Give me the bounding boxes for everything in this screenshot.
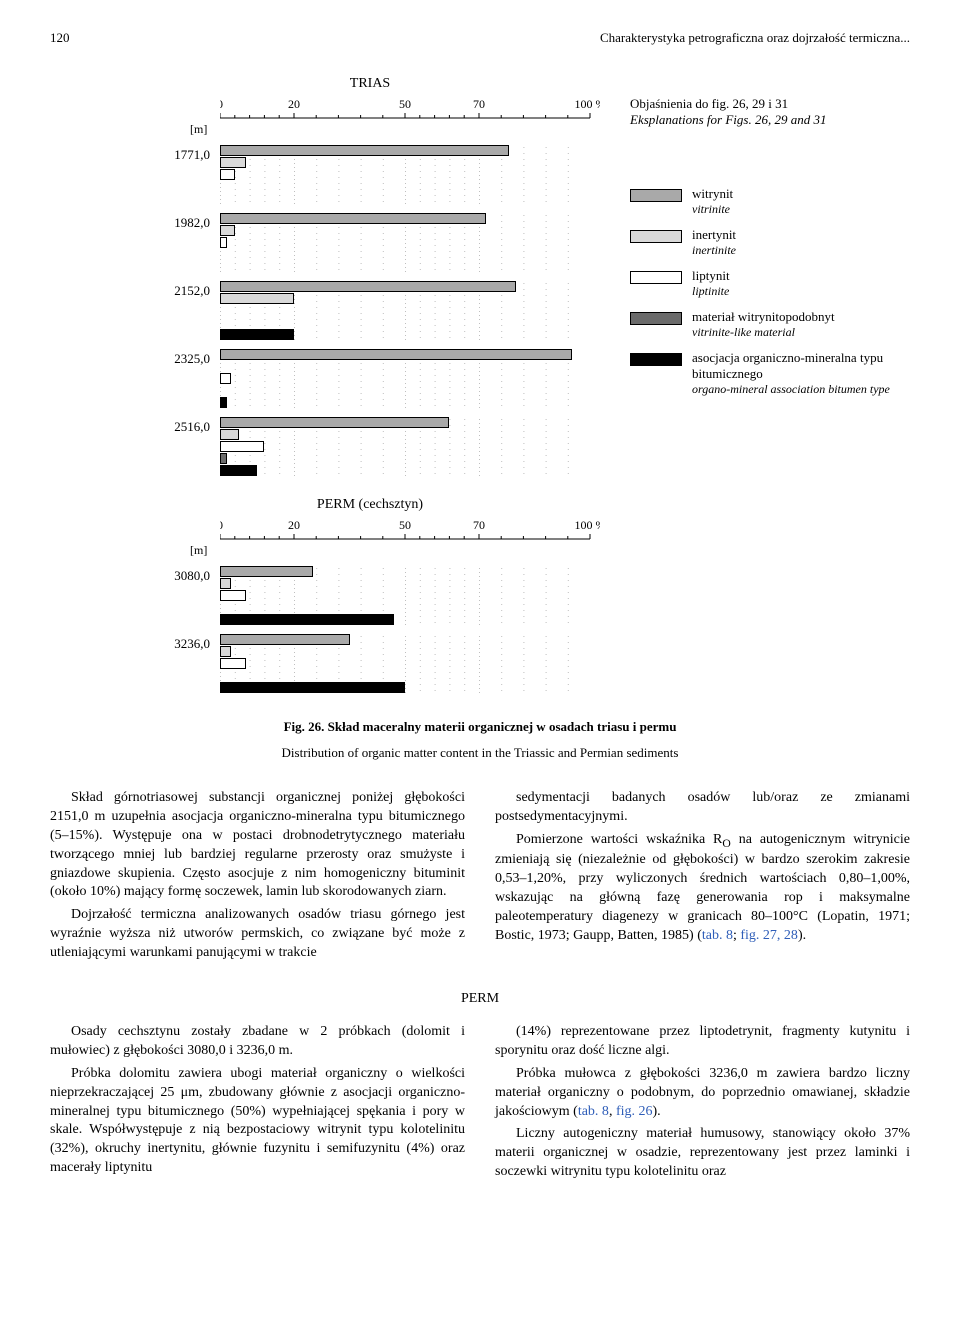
p8: Liczny autogeniczny materiał humusowy, s… [495, 1125, 910, 1182]
depth-label: 3080,0 [130, 566, 220, 584]
svg-text:50: 50 [399, 518, 411, 532]
bar-liptynit [220, 658, 246, 669]
legend-primary: liptynit [692, 268, 730, 284]
legend-primary: materiał witrynitopodobnyt [692, 309, 835, 325]
body-text-1: Skład górnotriasowej substancji organicz… [50, 789, 910, 963]
section-perm: PERM [50, 991, 910, 1007]
axis-unit-2: [m] [190, 543, 830, 558]
swatch-material [630, 312, 682, 325]
chart-trias: TRIAS 0205070100 % [m] 1771,01982,02152,… [130, 76, 830, 477]
page-header: 120 Charakterystyka petrograficzna oraz … [50, 30, 910, 46]
link-fig2728[interactable]: fig. 27, 28 [740, 928, 798, 943]
bar-asocjacja [220, 682, 405, 693]
bar-inertynit [220, 157, 246, 168]
swatch-liptynit [630, 271, 682, 284]
swatch-witrynit [630, 189, 682, 202]
bar-witrynit [220, 349, 572, 360]
svg-text:50: 50 [399, 97, 411, 111]
legend-item-witrynit: witrynitvitrinite [630, 186, 910, 217]
bar-witrynit [220, 281, 516, 292]
legend-primary: asocjacja organiczno-mineralna typu bitu… [692, 350, 910, 382]
bar-witrynit [220, 145, 509, 156]
bar-asocjacja [220, 465, 257, 476]
depth-label: 2325,0 [130, 349, 220, 367]
figure-subcaption: Distribution of organic matter content i… [50, 745, 910, 761]
depth-label: 1771,0 [130, 145, 220, 163]
legend-secondary: vitrinite [692, 202, 733, 217]
depth-label: 1982,0 [130, 213, 220, 231]
bar-liptynit [220, 590, 246, 601]
svg-text:0: 0 [220, 518, 223, 532]
svg-text:70: 70 [473, 97, 485, 111]
bar-witrynit [220, 566, 313, 577]
depth-label: 3236,0 [130, 634, 220, 652]
chart2-axis: 0 20 50 70 100 % [220, 517, 830, 543]
legend-primary: witrynit [692, 186, 733, 202]
link-tab8[interactable]: tab. 8 [702, 928, 733, 943]
explanation-note: Objaśnienia do fig. 26, 29 i 31 Eksplana… [630, 96, 890, 128]
legend-item-asocjacja: asocjacja organiczno-mineralna typu bitu… [630, 350, 910, 397]
svg-text:0: 0 [220, 97, 223, 111]
legend-secondary: inertinite [692, 243, 736, 258]
bar-witrynit [220, 417, 449, 428]
running-head: Charakterystyka petrograficzna oraz dojr… [600, 30, 910, 46]
svg-text:100 %: 100 % [575, 518, 601, 532]
legend-item-liptynit: liptynitliptinite [630, 268, 910, 299]
p5: Próbka dolomitu zawiera ubogi materiał o… [50, 1065, 465, 1178]
p4: Osady cechsztynu zostały zbadane w 2 pró… [50, 1023, 465, 1061]
bar-inertynit [220, 578, 231, 589]
depth-row: 3080,0 [130, 566, 830, 626]
link-fig26[interactable]: fig. 26 [616, 1104, 653, 1119]
legend-item-material: materiał witrynitopodobnytvitrinite-like… [630, 309, 910, 340]
bar-inertynit [220, 293, 294, 304]
bar-liptynit [220, 237, 227, 248]
body-text-2: Osady cechsztynu zostały zbadane w 2 pró… [50, 1023, 910, 1184]
p3a: sedymentacji badanych osadów lub/oraz ze… [495, 789, 910, 827]
p2: Dojrzałość termiczna analizowanych osadó… [50, 906, 465, 963]
legend-secondary: liptinite [692, 284, 730, 299]
figure-caption: Fig. 26. Skład maceralny materii organic… [50, 719, 910, 735]
fig-title: Skład maceralny materii organicznej w os… [328, 719, 677, 734]
bar-witrynit [220, 213, 486, 224]
depth-label: 2152,0 [130, 281, 220, 299]
svg-text:20: 20 [288, 97, 300, 111]
chart2-title: PERM (cechsztyn) [0, 497, 830, 513]
legend-secondary: organo-mineral association bitumen type [692, 382, 910, 397]
page-number: 120 [50, 30, 70, 46]
chart1-title: TRIAS [0, 76, 830, 92]
chart-perm: PERM (cechsztyn) 0205070100 % [m] 3080,0… [130, 497, 830, 694]
legend-secondary: vitrinite-like material [692, 325, 835, 340]
swatch-asocjacja [630, 353, 682, 366]
bar-liptynit [220, 169, 235, 180]
legend-item-inertynit: inertynitinertinite [630, 227, 910, 258]
bar-asocjacja [220, 329, 294, 340]
bar-asocjacja [220, 614, 394, 625]
bar-inertynit [220, 646, 231, 657]
legend: witrynitvitrinite inertynitinertinite lipt… [630, 186, 910, 407]
legend-primary: inertynit [692, 227, 736, 243]
p1: Skład górnotriasowej substancji organicz… [50, 789, 465, 902]
depth-row: 2516,0 [130, 417, 830, 477]
bar-inertynit [220, 225, 235, 236]
bar-inertynit [220, 429, 239, 440]
bar-liptynit [220, 373, 231, 384]
fig-no: Fig. 26. [284, 719, 325, 734]
p7: Próbka mułowca z głębokości 3236,0 m zaw… [495, 1065, 910, 1122]
svg-text:100 %: 100 % [575, 97, 601, 111]
expl-line1: Objaśnienia do fig. 26, 29 i 31 [630, 96, 890, 112]
p6: (14%) reprezentowane przez liptodetrynit… [495, 1023, 910, 1061]
expl-line2: Eksplanations for Figs. 26, 29 and 31 [630, 112, 890, 128]
bar-liptynit [220, 441, 264, 452]
bar-witrynit [220, 634, 350, 645]
bar-material [220, 453, 227, 464]
p3: Pomierzone wartości wskaźnika RO na auto… [495, 831, 910, 946]
svg-text:20: 20 [288, 518, 300, 532]
svg-text:70: 70 [473, 518, 485, 532]
bar-asocjacja [220, 397, 227, 408]
depth-row: 3236,0 [130, 634, 830, 694]
swatch-inertynit [630, 230, 682, 243]
link-tab8-b[interactable]: tab. 8 [578, 1104, 609, 1119]
depth-label: 2516,0 [130, 417, 220, 435]
